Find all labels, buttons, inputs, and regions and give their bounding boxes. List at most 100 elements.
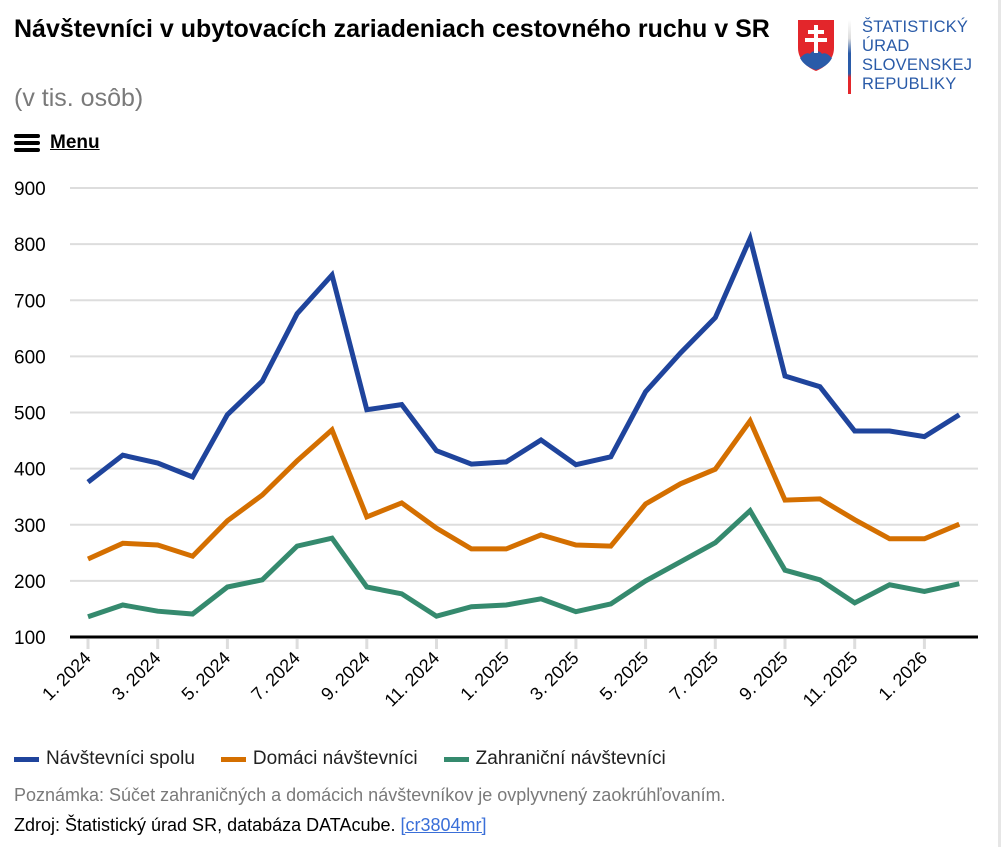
data-point[interactable]: [817, 384, 823, 390]
logo-text: ŠTATISTICKÝ ÚRAD SLOVENSKEJ REPUBLIKY: [862, 18, 972, 94]
data-point[interactable]: [434, 448, 440, 454]
data-point[interactable]: [956, 412, 962, 418]
chart-title: Návštevníci v ubytovacích zariadeniach c…: [14, 15, 770, 43]
data-point[interactable]: [887, 536, 893, 542]
data-point[interactable]: [399, 402, 405, 408]
data-point[interactable]: [817, 496, 823, 502]
data-point[interactable]: [712, 315, 718, 321]
legend-item-foreign[interactable]: Zahraniční návštevníci: [443, 748, 666, 770]
data-point[interactable]: [190, 553, 196, 559]
menu-button[interactable]: Menu: [14, 132, 100, 154]
data-point[interactable]: [956, 581, 962, 587]
data-point[interactable]: [155, 608, 161, 614]
data-point[interactable]: [364, 584, 370, 590]
legend-item-total[interactable]: Návštevníci spolu: [14, 748, 195, 770]
data-point[interactable]: [677, 481, 683, 487]
legend: Návštevníci spolu Domáci návštevníci Zah…: [14, 748, 692, 770]
x-tick-label: 3. 2025: [526, 648, 583, 705]
data-point[interactable]: [852, 600, 858, 606]
data-point[interactable]: [712, 540, 718, 546]
data-point[interactable]: [259, 378, 265, 384]
data-point[interactable]: [434, 613, 440, 619]
data-point[interactable]: [329, 535, 335, 541]
series-line-total[interactable]: [86, 230, 961, 485]
data-point[interactable]: [294, 458, 300, 464]
statistical-office-logo: ŠTATISTICKÝ ÚRAD SLOVENSKEJ REPUBLIKY: [796, 16, 986, 96]
menu-label: Menu: [50, 132, 100, 153]
data-point[interactable]: [747, 508, 753, 514]
data-point[interactable]: [120, 602, 126, 608]
data-point[interactable]: [329, 427, 335, 433]
data-point[interactable]: [120, 452, 126, 458]
data-point[interactable]: [712, 466, 718, 472]
data-point[interactable]: [608, 454, 614, 460]
data-point[interactable]: [747, 236, 753, 242]
data-point[interactable]: [434, 525, 440, 531]
series-line-foreign[interactable]: [87, 506, 960, 620]
data-point[interactable]: [538, 437, 544, 443]
x-tick-label: 7. 2025: [666, 648, 723, 705]
x-tick-label: 9. 2025: [735, 648, 792, 705]
chart-subtitle: (v tis. osôb): [14, 84, 144, 112]
data-point[interactable]: [503, 546, 509, 552]
data-point[interactable]: [643, 501, 649, 507]
data-point[interactable]: [329, 272, 335, 278]
data-point[interactable]: [85, 556, 91, 562]
data-point[interactable]: [643, 578, 649, 584]
data-point[interactable]: [921, 536, 927, 542]
data-point[interactable]: [399, 500, 405, 506]
data-point[interactable]: [468, 546, 474, 552]
data-point[interactable]: [573, 542, 579, 548]
data-point[interactable]: [677, 350, 683, 356]
data-point[interactable]: [85, 614, 91, 620]
data-point[interactable]: [224, 584, 230, 590]
data-point[interactable]: [782, 497, 788, 503]
data-point[interactable]: [364, 514, 370, 520]
hamburger-icon: [14, 134, 40, 152]
data-point[interactable]: [468, 604, 474, 610]
data-point[interactable]: [608, 543, 614, 549]
data-point[interactable]: [120, 540, 126, 546]
data-point[interactable]: [364, 407, 370, 413]
y-tick-label: 600: [14, 347, 46, 368]
data-point[interactable]: [538, 596, 544, 602]
data-point[interactable]: [294, 311, 300, 317]
data-point[interactable]: [887, 582, 893, 588]
data-point[interactable]: [643, 389, 649, 395]
data-point[interactable]: [468, 461, 474, 467]
data-point[interactable]: [852, 428, 858, 434]
data-point[interactable]: [573, 462, 579, 468]
data-point[interactable]: [85, 479, 91, 485]
data-point[interactable]: [503, 602, 509, 608]
data-point[interactable]: [259, 577, 265, 583]
series-line-domestic[interactable]: [86, 415, 961, 562]
data-point[interactable]: [747, 418, 753, 424]
data-point[interactable]: [259, 492, 265, 498]
scrollbar-track[interactable]: [998, 0, 1001, 847]
data-point[interactable]: [573, 609, 579, 615]
source-link[interactable]: [cr3804mr]: [400, 815, 487, 835]
data-point[interactable]: [155, 460, 161, 466]
data-point[interactable]: [887, 428, 893, 434]
data-point[interactable]: [190, 611, 196, 617]
data-point[interactable]: [294, 543, 300, 549]
legend-item-domestic[interactable]: Domáci návštevníci: [220, 748, 418, 770]
data-point[interactable]: [503, 459, 509, 465]
data-point[interactable]: [852, 517, 858, 523]
data-point[interactable]: [190, 474, 196, 480]
data-point[interactable]: [538, 532, 544, 538]
data-point[interactable]: [224, 518, 230, 524]
y-tick-label: 800: [14, 235, 46, 256]
data-point[interactable]: [155, 542, 161, 548]
data-point[interactable]: [782, 567, 788, 573]
data-point[interactable]: [921, 434, 927, 440]
data-point[interactable]: [782, 373, 788, 379]
data-point[interactable]: [921, 589, 927, 595]
y-axis-labels: 100 200 300 400 500 600 700 800 900: [14, 179, 46, 649]
data-point[interactable]: [677, 559, 683, 565]
data-point[interactable]: [817, 577, 823, 583]
data-point[interactable]: [608, 601, 614, 607]
data-point[interactable]: [956, 521, 962, 527]
data-point[interactable]: [224, 412, 230, 418]
data-point[interactable]: [399, 591, 405, 597]
